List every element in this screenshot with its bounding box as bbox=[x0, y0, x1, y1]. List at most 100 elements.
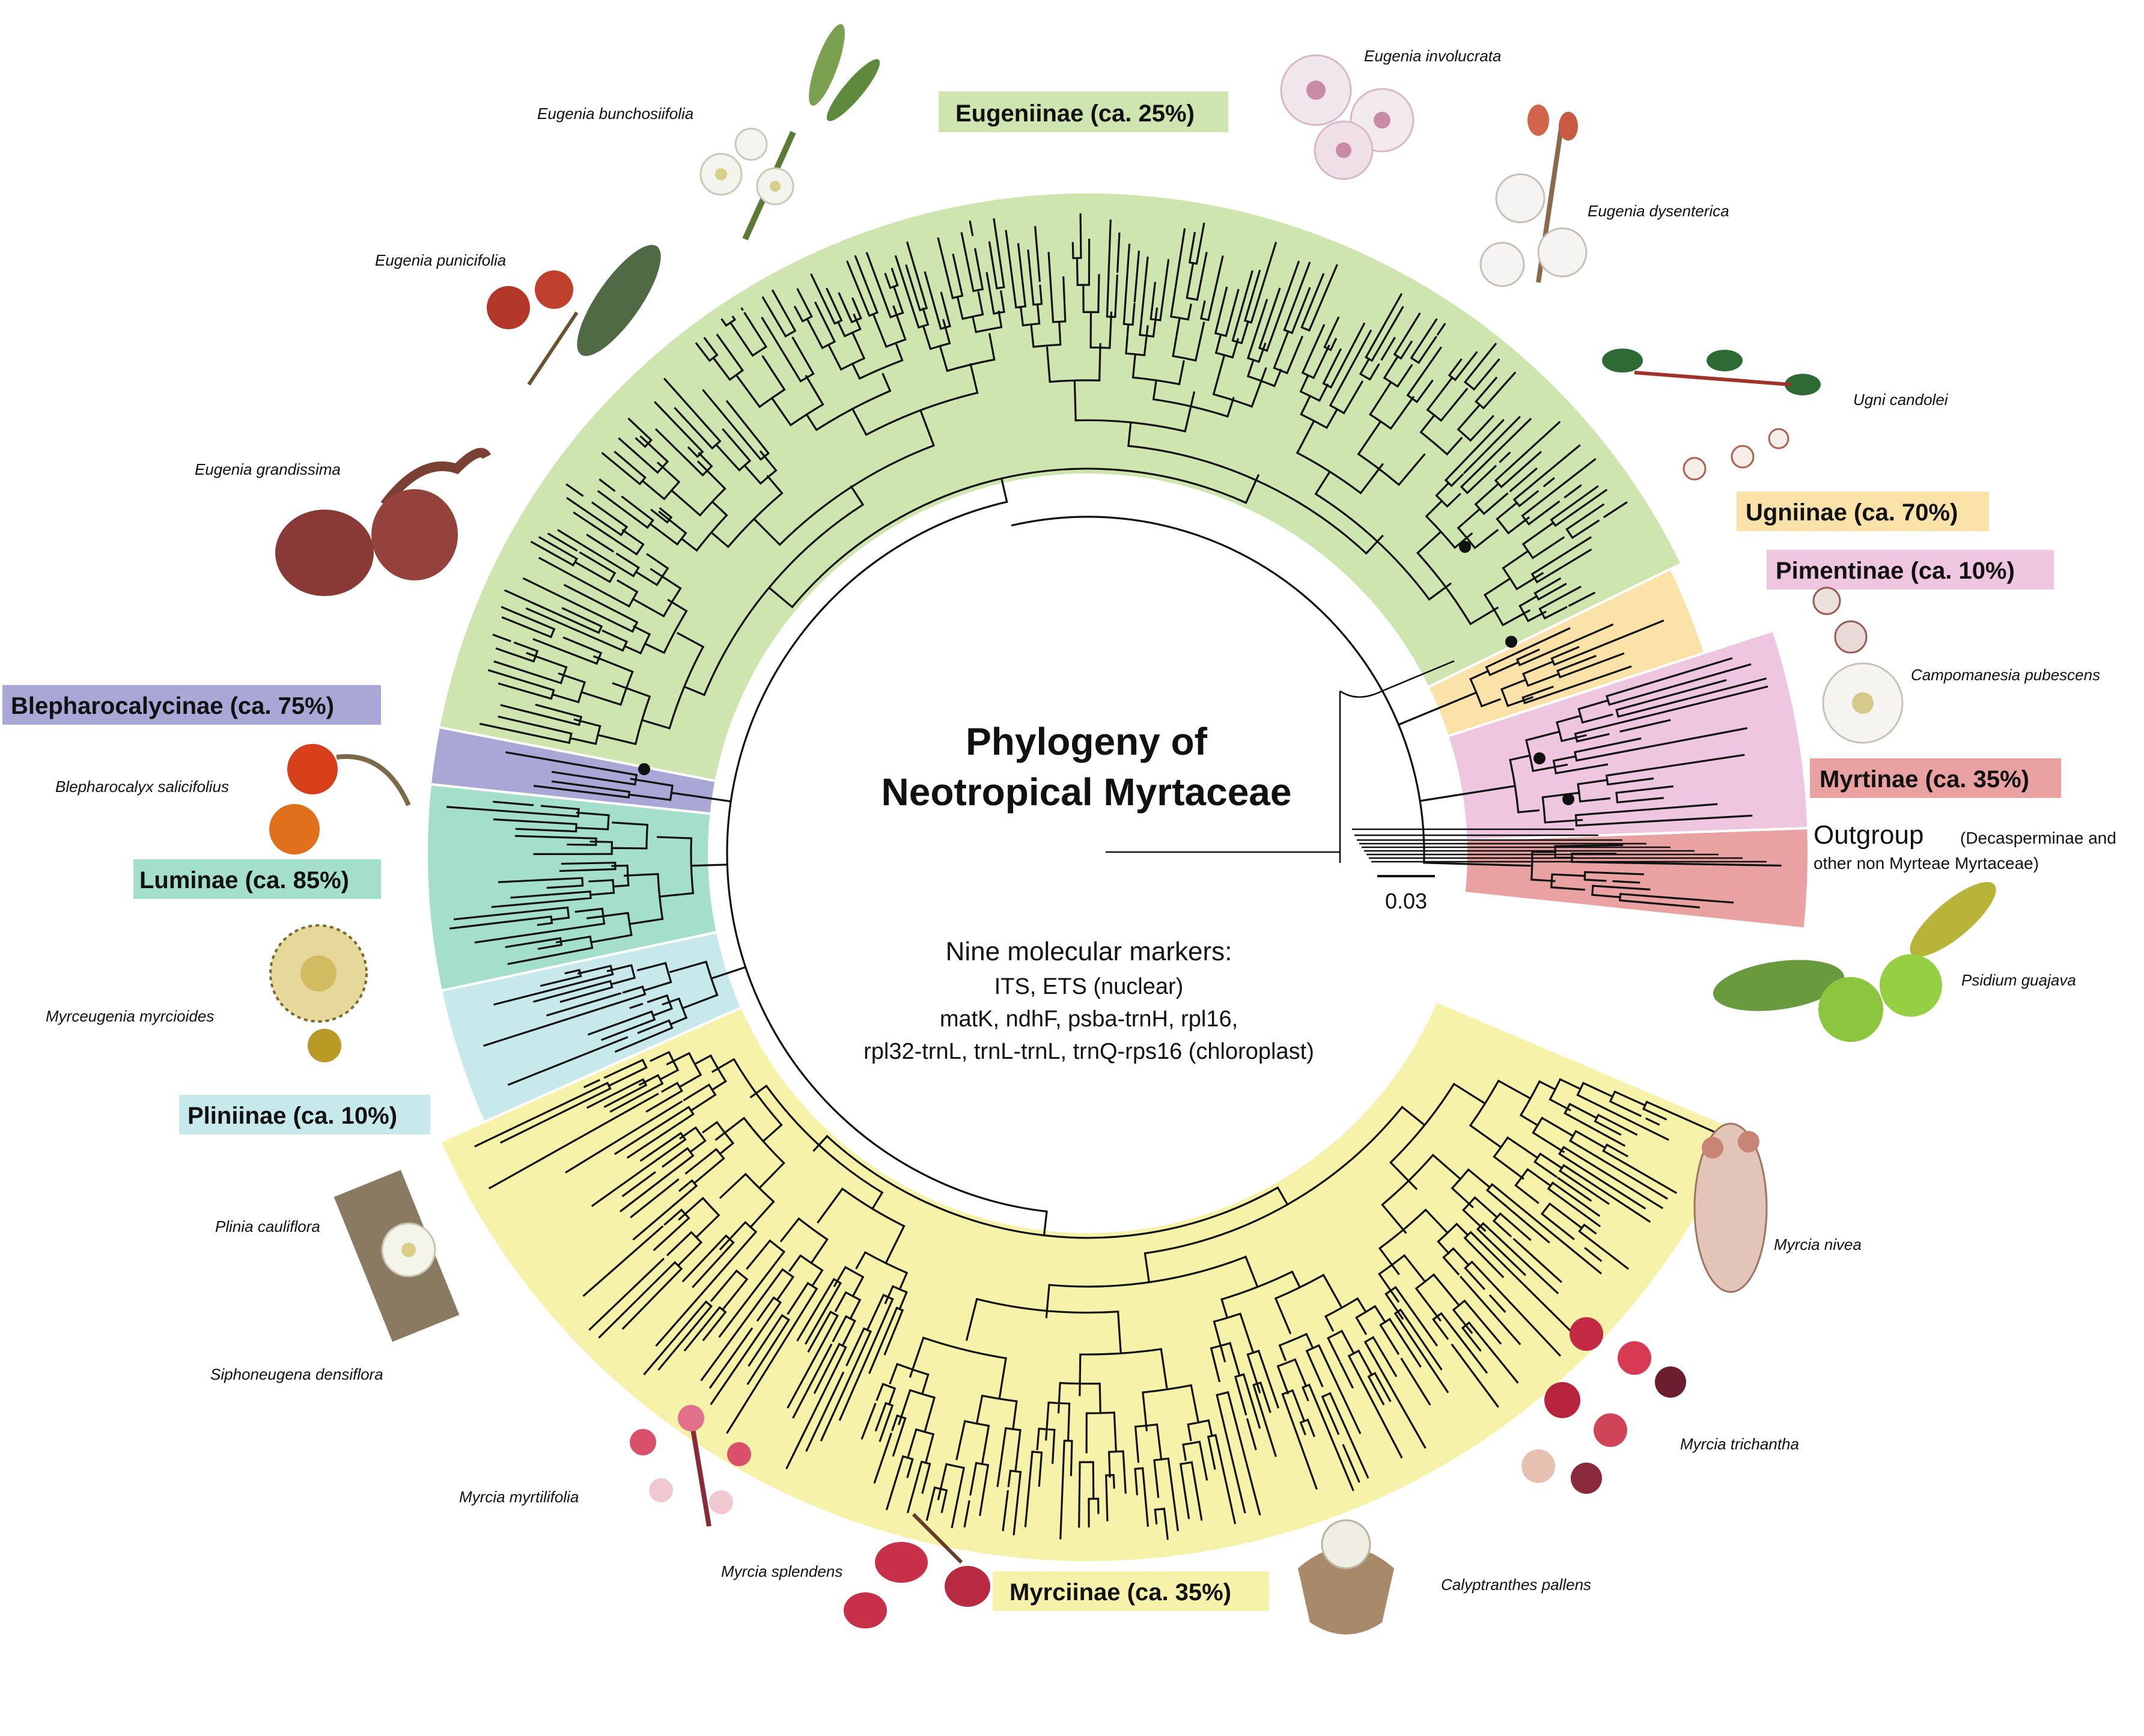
flower-icon bbox=[1479, 173, 1588, 287]
clade-label-ugniinae: Ugniinae (ca. 70%) bbox=[1737, 492, 1989, 531]
bud-icon bbox=[1527, 105, 1578, 141]
clade-label-box bbox=[939, 91, 1228, 132]
clade-label-box bbox=[993, 1571, 1269, 1611]
bud-icon bbox=[630, 1405, 751, 1514]
specimen-myrcia-nivea bbox=[1693, 1122, 1768, 1293]
node-dot-ugniinae bbox=[1505, 636, 1517, 648]
clade-label-myrtinae: Myrtinae (ca. 35%) bbox=[1810, 758, 2061, 798]
specimen-myrcia-myrtilifolia bbox=[630, 1405, 751, 1527]
outgroup-note-2: other non Myrteae Myrtaceae) bbox=[1814, 854, 2039, 873]
node-markers bbox=[638, 541, 1574, 805]
clade-label-box bbox=[133, 859, 381, 899]
berry-icon bbox=[1521, 1317, 1686, 1494]
specimen-ugni-candolei bbox=[1602, 349, 1821, 481]
fruit-icon bbox=[844, 1542, 990, 1628]
flower-icon bbox=[1298, 1519, 1394, 1634]
fruit-icon bbox=[275, 489, 458, 596]
berry-icon bbox=[487, 270, 573, 329]
caption-eugenia-grandissima: Eugenia grandissima bbox=[195, 460, 341, 478]
outgroup-branches bbox=[1106, 660, 1767, 863]
caption-eugenia-bunchosiifolia: Eugenia bunchosiifolia bbox=[537, 105, 693, 123]
caption-campomanesia-pubescens: Campomanesia pubescens bbox=[1911, 666, 2100, 684]
figure-title-line-1: Phylogeny of bbox=[966, 720, 1208, 763]
caption-myrcia-myrtilifolia: Myrcia myrtilifolia bbox=[459, 1488, 579, 1506]
specimen-campomanesia-pubescens bbox=[1812, 586, 1904, 744]
wedge-blepharocalycinae bbox=[428, 725, 717, 815]
flower-icon bbox=[1693, 1122, 1768, 1293]
markers-line-3: rpl32-trnL, trnL-trnL, trnQ-rps16 (chlor… bbox=[863, 1039, 1314, 1064]
caption-eugenia-involucrata: Eugenia involucrata bbox=[1364, 47, 1501, 65]
clade-label-luminae: Luminae (ca. 85%) bbox=[133, 859, 381, 899]
clade-label-text: Myrciinae (ca. 35%) bbox=[1010, 1579, 1231, 1606]
clade-label-myrciinae: Myrciinae (ca. 35%) bbox=[993, 1571, 1269, 1611]
caption-eugenia-dysenterica: Eugenia dysenterica bbox=[1588, 202, 1729, 220]
flower-icon bbox=[381, 1222, 436, 1278]
caption-siphoneugena-densiflora: Siphoneugena densiflora bbox=[210, 1365, 383, 1383]
scale-bar-label: 0.03 bbox=[1385, 889, 1427, 913]
wedge-myrciinae bbox=[438, 999, 1742, 1564]
specimen-eugenia-dysenterica bbox=[1479, 105, 1588, 287]
wedge-myrtinae bbox=[1463, 827, 1810, 930]
caption-blepharocalyx-salicifolius: Blepharocalyx salicifolius bbox=[55, 778, 229, 796]
node-dot-pimentinae bbox=[1533, 752, 1546, 764]
clade-label-text: Luminae (ca. 85%) bbox=[139, 867, 349, 894]
berry-icon bbox=[269, 744, 338, 854]
flower-icon bbox=[1683, 428, 1789, 481]
flower-icon bbox=[699, 127, 794, 206]
clade-label-text: Pliniinae (ca. 10%) bbox=[187, 1103, 397, 1129]
caption-ugni-candolei: Ugni candolei bbox=[1853, 391, 1949, 409]
clade-label-text: Pimentinae (ca. 10%) bbox=[1776, 558, 2015, 584]
leaf-icon bbox=[1602, 349, 1821, 395]
scale-bar: 0.03 bbox=[1377, 875, 1435, 913]
specimen-blepharocalyx-salicifolius bbox=[269, 744, 411, 854]
clade-label-pliniinae: Pliniinae (ca. 10%) bbox=[179, 1095, 430, 1134]
markers-line-1: ITS, ETS (nuclear) bbox=[994, 974, 1184, 999]
wedge-eugeniinae bbox=[437, 191, 1684, 783]
specimen-eugenia-grandissima bbox=[275, 448, 492, 596]
specimen-plinia-cauliflora bbox=[333, 1169, 460, 1342]
specimen-eugenia-involucrata bbox=[1280, 54, 1415, 180]
clade-label-text: Myrtinae (ca. 35%) bbox=[1820, 766, 2029, 793]
flower-icon bbox=[269, 924, 368, 1062]
specimen-myrcia-trichantha bbox=[1521, 1317, 1686, 1494]
caption-myrcia-nivea: Myrcia nivea bbox=[1774, 1235, 1862, 1253]
clade-label-box bbox=[179, 1095, 430, 1134]
tree-branches bbox=[446, 213, 1782, 1540]
markers-heading: Nine molecular markers: bbox=[946, 937, 1232, 966]
outgroup-branch-paths bbox=[1106, 660, 1767, 863]
clade-label-box bbox=[1810, 758, 2061, 798]
clade-label-pimentinae: Pimentinae (ca. 10%) bbox=[1767, 550, 2054, 589]
specimen-psidium-guajava bbox=[1713, 882, 1996, 1042]
bud-icon bbox=[1812, 586, 1868, 654]
clade-label-box bbox=[2, 685, 381, 725]
caption-eugenia-punicifolia: Eugenia punicifolia bbox=[375, 251, 506, 269]
node-dot-blepharocalycinae bbox=[638, 763, 650, 775]
specimen-myrceugenia-myrcioides bbox=[269, 924, 368, 1062]
clade-label-eugeniinae: Eugeniinae (ca. 25%) bbox=[939, 91, 1228, 132]
caption-plinia-cauliflora: Plinia cauliflora bbox=[215, 1217, 320, 1235]
specimen-myrcia-splendens bbox=[844, 1512, 990, 1628]
markers-line-2: matK, ndhF, psba-trnH, rpl16, bbox=[940, 1007, 1238, 1032]
caption-psidium-guajava: Psidium guajava bbox=[1961, 971, 2076, 989]
outgroup-label: Outgroup bbox=[1814, 820, 1923, 850]
specimen-calyptranthes-pallens bbox=[1298, 1519, 1394, 1634]
clade-label-text: Ugniinae (ca. 70%) bbox=[1746, 499, 1958, 526]
tree-branch-paths bbox=[446, 213, 1782, 1540]
leaf-icon bbox=[809, 24, 880, 121]
caption-calyptranthes-pallens: Calyptranthes pallens bbox=[1441, 1576, 1591, 1594]
node-dot-eugeniinae bbox=[1459, 541, 1471, 553]
caption-myrcia-splendens: Myrcia splendens bbox=[721, 1562, 842, 1580]
specimen-eugenia-punicifolia bbox=[487, 245, 661, 386]
node-dot-myrtinae bbox=[1562, 793, 1574, 805]
leaf-icon bbox=[1713, 882, 1996, 1011]
clade-label-box bbox=[1737, 492, 1989, 531]
clade-label-text: Blepharocalycinae (ca. 75%) bbox=[11, 693, 334, 719]
figure-title-line-2: Neotropical Myrtaceae bbox=[882, 770, 1292, 814]
fruit-icon bbox=[1818, 954, 1942, 1042]
specimen-eugenia-bunchosiifolia bbox=[699, 24, 880, 241]
clade-label-box bbox=[1767, 550, 2054, 589]
caption-myrcia-trichantha: Myrcia trichantha bbox=[1680, 1435, 1799, 1453]
flower-icon bbox=[1280, 54, 1415, 180]
outgroup-note-1: (Decasperminae and bbox=[1960, 829, 2116, 847]
